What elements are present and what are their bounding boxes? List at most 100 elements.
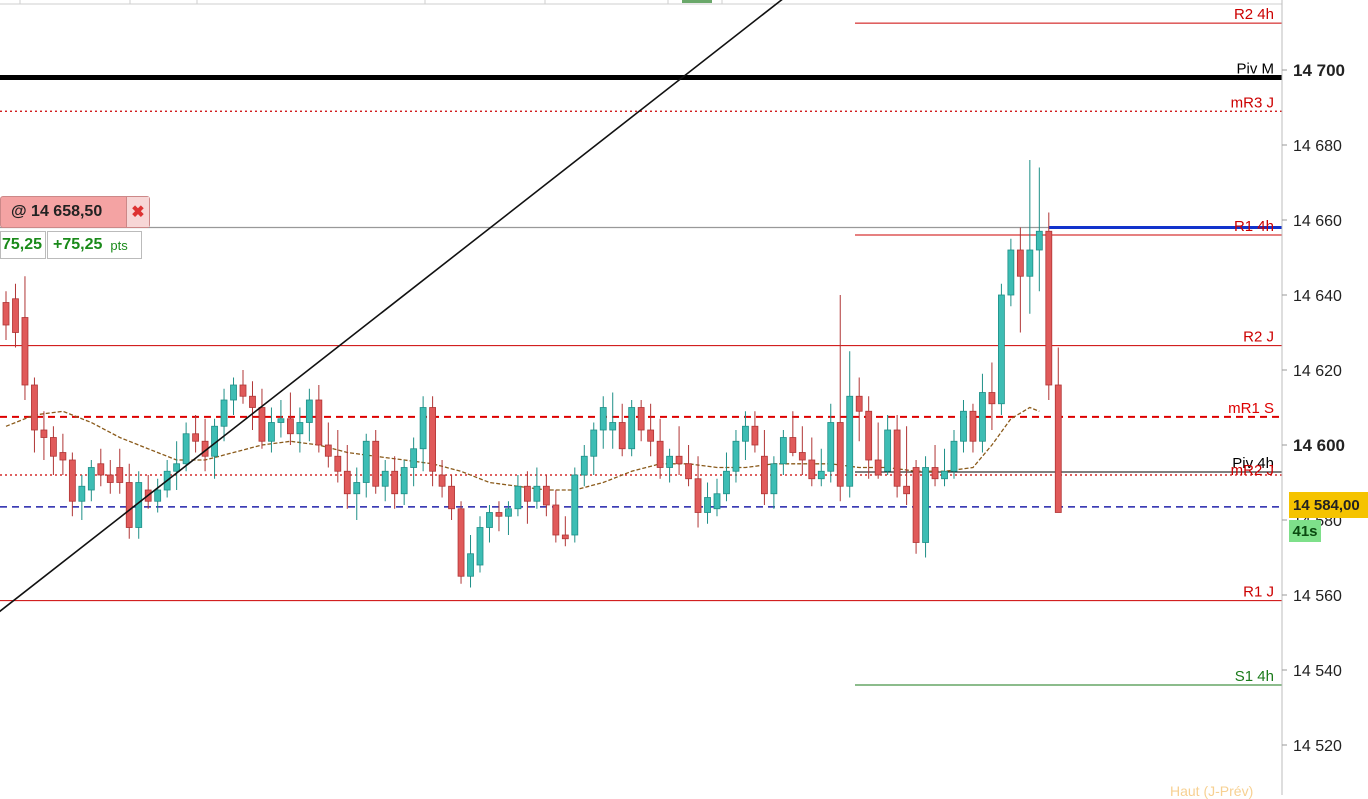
close-icon[interactable]: ✖ <box>126 197 149 227</box>
candle-52 <box>495 501 503 532</box>
candle-31 <box>296 407 304 453</box>
candle-62 <box>590 422 598 475</box>
y-tick-label-5: 14 600 <box>1293 436 1345 455</box>
y-tick-label-3: 14 640 <box>1293 288 1342 305</box>
candle-body-24 <box>230 384 237 401</box>
candle-body-64 <box>609 422 617 431</box>
level-label-1: Piv M <box>1237 61 1275 78</box>
y-tick-label-8: 14 540 <box>1293 663 1342 680</box>
candle-101 <box>960 400 967 453</box>
candle-8 <box>78 475 86 520</box>
candle-body-99 <box>941 470 948 480</box>
candle-89 <box>846 351 854 498</box>
candle-body-106 <box>1007 249 1015 296</box>
candle-24 <box>230 377 237 415</box>
candle-63 <box>599 396 607 449</box>
candle-body-2 <box>21 317 29 386</box>
level-label-6: Piv 4h <box>1232 455 1274 472</box>
trendline[interactable] <box>0 0 812 629</box>
candle-body-102 <box>969 410 977 442</box>
current-price-tag: 14 584,00 <box>1289 492 1368 518</box>
candle-body-4 <box>40 429 48 438</box>
candle-23 <box>220 388 228 442</box>
candle-71 <box>675 426 683 475</box>
candle-body-52 <box>495 512 503 517</box>
candle-106 <box>1007 238 1015 307</box>
candle-26 <box>249 381 256 430</box>
candle-body-59 <box>561 534 569 540</box>
candle-body-23 <box>220 399 228 427</box>
candle-body-109 <box>1035 230 1043 251</box>
candle-body-101 <box>960 410 967 442</box>
candle-body-37 <box>353 482 361 495</box>
candle-59 <box>561 516 569 547</box>
candle-25 <box>239 370 247 404</box>
candle-73 <box>694 456 702 528</box>
candle-body-78 <box>742 425 749 442</box>
candle-51 <box>486 505 493 543</box>
candle-body-93 <box>884 429 892 472</box>
y-tick-label-4: 14 620 <box>1293 363 1342 380</box>
level-label-9: R1 J <box>1243 584 1274 601</box>
candle-102 <box>969 403 977 453</box>
level-label-0: R2 4h <box>1234 6 1274 23</box>
candle-13 <box>125 463 133 539</box>
candle-29 <box>277 400 285 438</box>
candle-76 <box>723 452 730 502</box>
candle-body-96 <box>912 467 920 543</box>
y-tick-label-0: 14 700 <box>1293 61 1345 80</box>
candle-body-83 <box>789 437 797 453</box>
candle-60 <box>571 467 579 543</box>
candle-body-56 <box>533 485 541 502</box>
candle-46 <box>438 460 446 498</box>
y-tick-label-2: 14 660 <box>1293 213 1342 230</box>
candle-44 <box>419 396 427 472</box>
candle-body-88 <box>836 422 844 487</box>
candle-67 <box>637 400 645 442</box>
candle-body-60 <box>571 474 579 536</box>
candle-111 <box>1054 347 1062 513</box>
candle-body-100 <box>950 440 958 472</box>
candle-100 <box>950 430 958 479</box>
candle-49 <box>467 535 474 588</box>
candle-body-105 <box>998 294 1005 405</box>
candle-body-97 <box>922 467 929 543</box>
y-tick-label-1: 14 680 <box>1293 138 1342 155</box>
candle-body-46 <box>438 474 446 487</box>
candle-body-108 <box>1026 249 1034 277</box>
candle-body-86 <box>817 470 825 480</box>
candle-body-89 <box>846 395 854 487</box>
y-tick-label-9: 14 520 <box>1293 738 1342 755</box>
candle-body-58 <box>552 504 560 536</box>
pnl-left-value: 75,25 <box>0 231 46 259</box>
order-tag[interactable]: @ 14 658,50 ✖ <box>0 196 150 228</box>
candle-20 <box>192 415 200 453</box>
candle-28 <box>268 407 275 453</box>
candle-0 <box>2 291 10 340</box>
candle-50 <box>476 516 484 573</box>
candle-body-12 <box>116 467 124 483</box>
candle-body-84 <box>798 452 806 461</box>
candle-body-92 <box>874 459 882 476</box>
candle-body-26 <box>249 395 256 408</box>
candle-body-80 <box>761 455 768 495</box>
candle-body-43 <box>410 448 418 468</box>
candle-39 <box>372 430 380 494</box>
candle-12 <box>116 448 124 494</box>
candle-body-9 <box>87 467 95 491</box>
candle-45 <box>429 396 437 487</box>
candle-body-10 <box>97 463 105 476</box>
top-toolbar-strip <box>0 0 1282 5</box>
candle-body-38 <box>362 440 370 483</box>
candle-body-72 <box>685 463 692 480</box>
candle-65 <box>618 403 626 457</box>
candle-body-76 <box>723 470 730 495</box>
candle-body-53 <box>505 508 512 517</box>
candle-body-103 <box>979 392 986 442</box>
candle-body-74 <box>704 497 711 513</box>
candle-body-79 <box>751 425 759 446</box>
candle-107 <box>1016 227 1024 333</box>
candle-108 <box>1026 160 1034 314</box>
candle-96 <box>912 460 920 554</box>
